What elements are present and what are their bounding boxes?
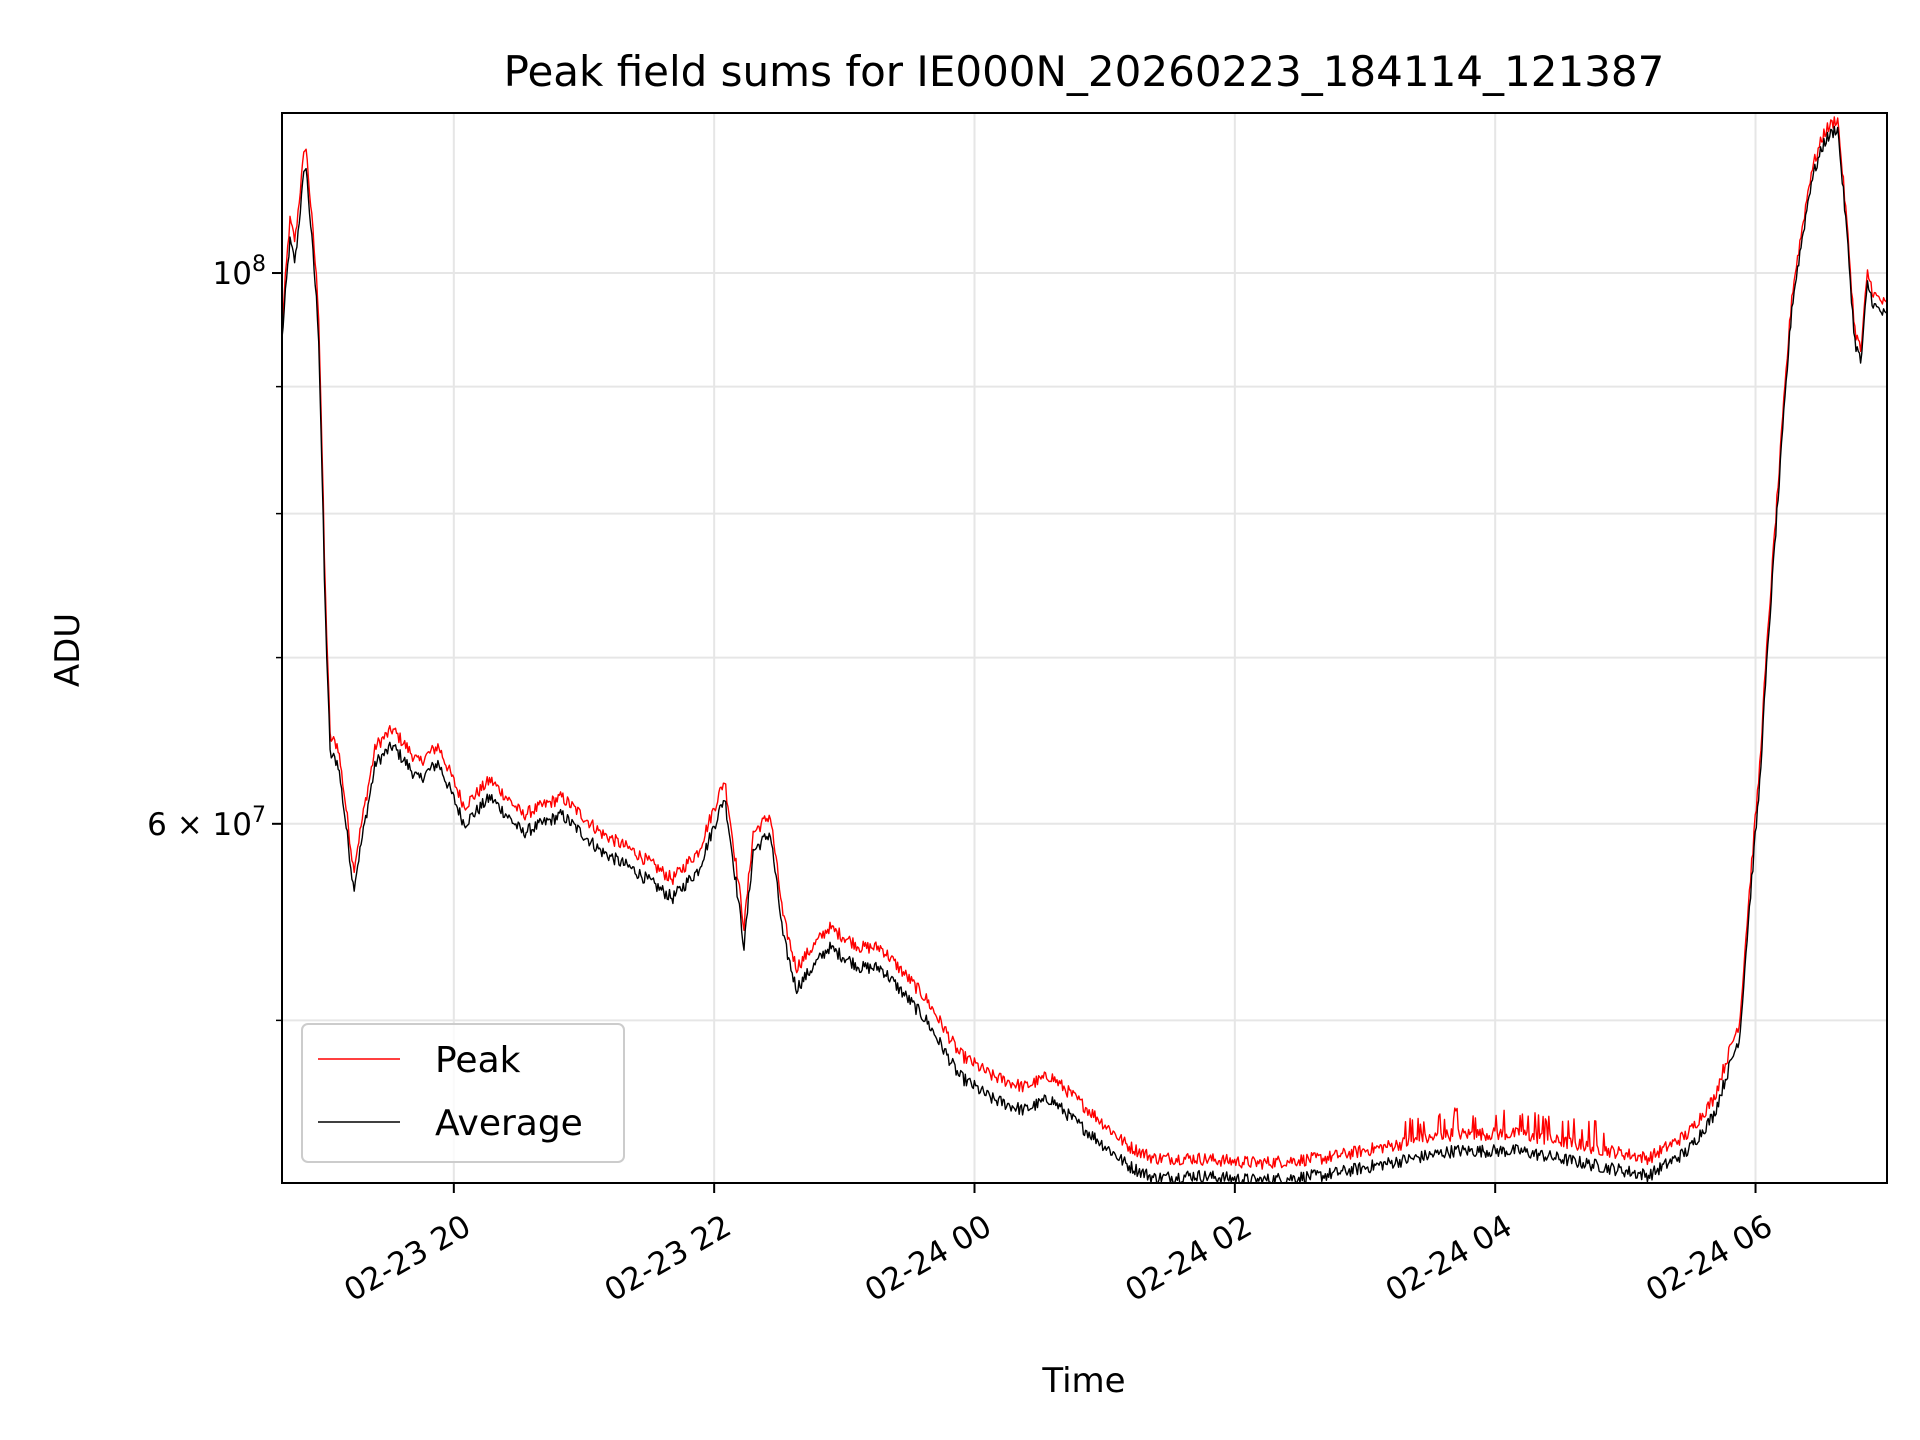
grid <box>282 113 1887 1183</box>
legend: Peak Average <box>301 1023 625 1163</box>
x-axis-label: Time <box>1041 1361 1125 1401</box>
series-line-average <box>281 125 1888 1184</box>
legend-average-label: Average <box>435 1103 583 1144</box>
plot-frame <box>281 112 1888 1184</box>
series-line-peak <box>281 116 1888 1170</box>
legend-peak-label: Peak <box>435 1040 521 1081</box>
y-axis-label: ADU <box>48 613 88 687</box>
chart-title: Peak field sums for IE000N_20260223_1841… <box>504 47 1665 96</box>
y-tick-label-0: 108 <box>213 252 266 292</box>
y-tick-label-1: 6 × 107 <box>147 803 266 843</box>
series-layer <box>281 116 1888 1184</box>
